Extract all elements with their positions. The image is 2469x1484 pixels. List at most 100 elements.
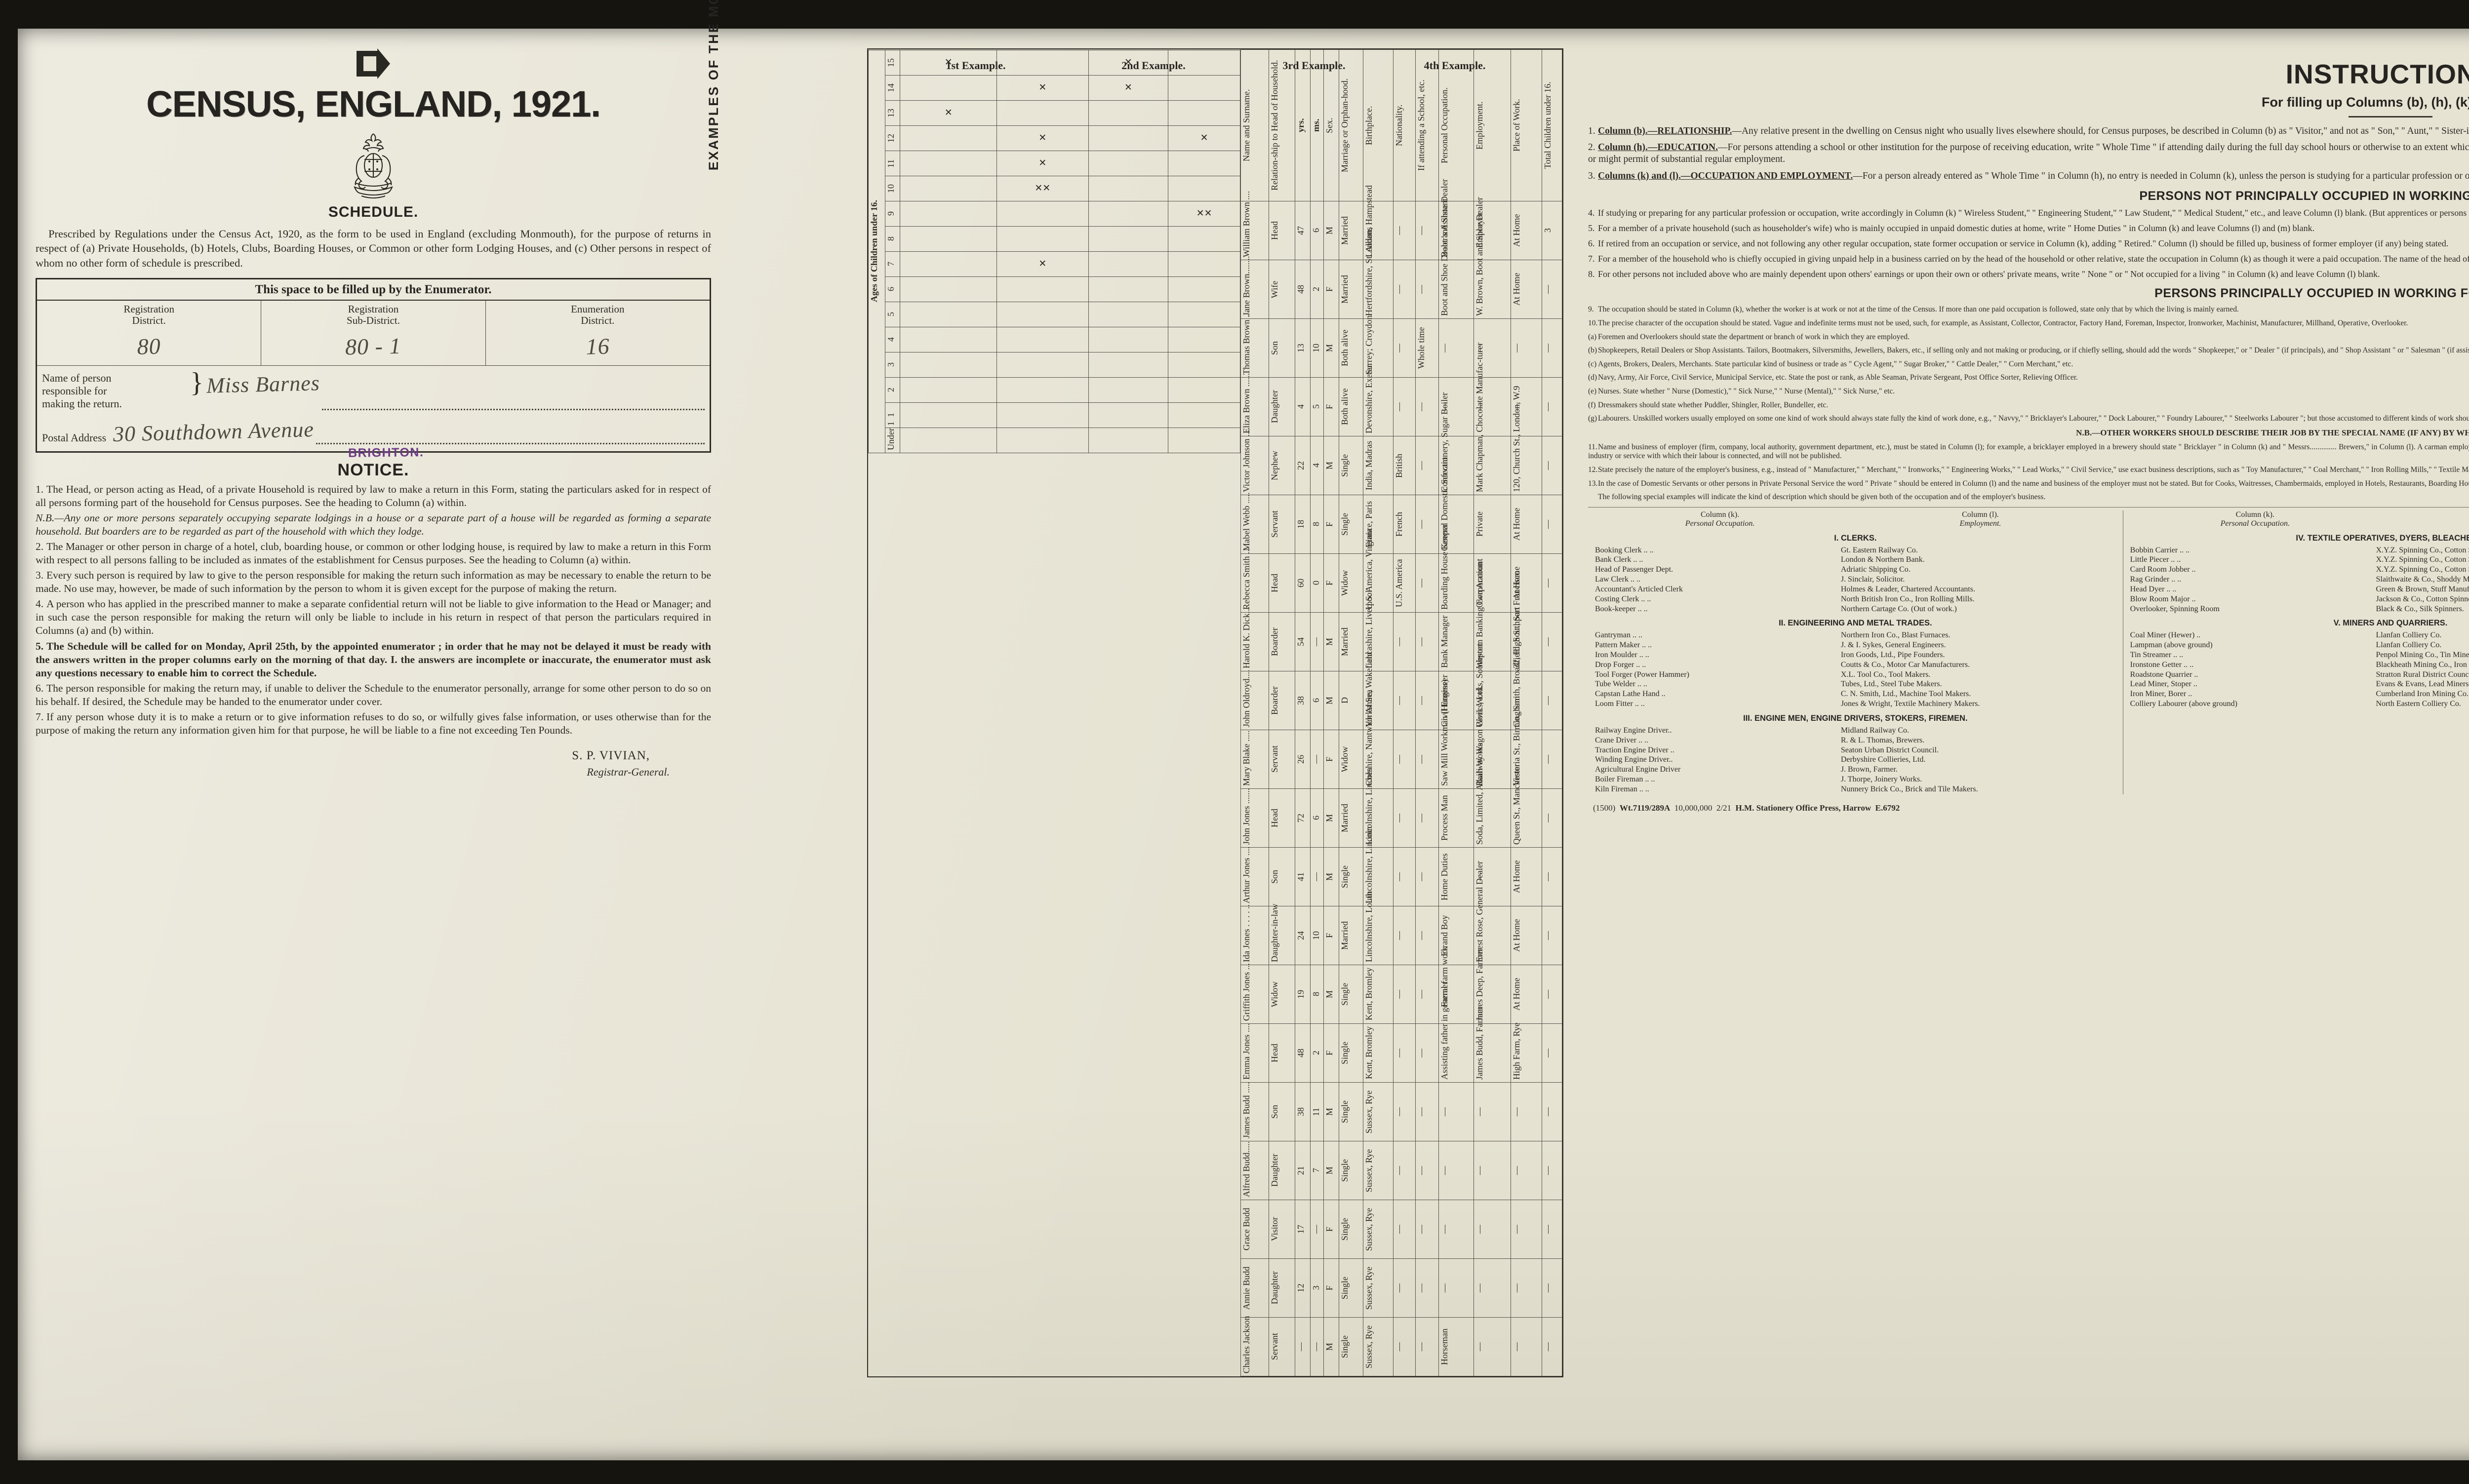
table-cell: Single	[1340, 1335, 1350, 1359]
age-mark-cell[interactable]	[1088, 326, 1169, 352]
age-mark-cell[interactable]	[996, 200, 1089, 227]
age-mark-cell[interactable]: ✕	[1168, 125, 1240, 151]
table-row[interactable]: Victor Johnson .... Nephew 22 4 M Single India…	[868, 343, 1562, 495]
table-row[interactable]: Harold K. Dick... Boarder 54— M Married Lanca…	[868, 562, 1562, 671]
age-mark-cell[interactable]	[1168, 150, 1240, 176]
table-row[interactable]: John Jones ....... Head 72 6 M Married Lincoln…	[868, 743, 1562, 848]
age-mark-cell[interactable]	[900, 402, 997, 428]
age-mark-cell[interactable]	[1088, 125, 1169, 151]
age-mark-cell[interactable]	[1088, 251, 1169, 277]
age-mark-cell[interactable]	[1168, 226, 1240, 252]
age-mark-cell[interactable]	[900, 377, 997, 403]
age-mark-cell[interactable]: ✕	[1088, 49, 1169, 76]
postal-address-label: Postal Address	[42, 431, 107, 444]
age-mark-cell[interactable]	[900, 351, 997, 378]
age-mark-cell[interactable]	[1168, 301, 1240, 327]
table-row[interactable]: Annie Budd Daughter 12 3 F Single Sussex, Rye —…	[868, 1258, 1562, 1318]
table-cell: —	[1512, 1342, 1521, 1351]
age-mark-cell[interactable]	[1088, 377, 1169, 403]
age-mark-cell[interactable]	[996, 276, 1089, 302]
table-row[interactable]: Alfred Budd..... Daughter 21 7 M Single Sussex…	[868, 1141, 1562, 1200]
table-row[interactable]: John Oldroyd.... Boarder 38 6 M D Yorkshire, W…	[868, 607, 1562, 730]
age-mark-cell[interactable]	[1168, 377, 1240, 403]
table-row[interactable]: Arthur Jones .... Son 41— M Single Lincolnshi…	[868, 826, 1562, 906]
occupation-name: Boiler Fireman .. ..	[1595, 775, 1655, 784]
table-row[interactable]: Griffith Jones ... Widow 19 8 M Single Kent, B…	[868, 948, 1562, 1024]
age-mark-cell[interactable]	[900, 326, 997, 352]
table-row[interactable]: Jane Brown........ Wife 48 2 F Married Hertfor…	[868, 197, 1562, 319]
age-mark-cell[interactable]	[1168, 402, 1240, 428]
age-mark-cell[interactable]	[900, 427, 997, 453]
table-row[interactable]: Charles Jackson Servant — — M Single Sussex, R…	[868, 1316, 1562, 1376]
table-cell: Horseman	[1439, 1328, 1449, 1365]
age-mark-cell[interactable]	[996, 427, 1089, 453]
table-row[interactable]: Thomas Brown .... Son 13 10 M Both alive Surre…	[868, 309, 1562, 378]
age-mark-cell[interactable]: ✕✕	[996, 175, 1089, 201]
age-mark-cell[interactable]	[1088, 100, 1169, 126]
instruction-number: 4.	[1588, 207, 1595, 218]
age-mark-cell[interactable]: ✕	[900, 100, 997, 126]
age-mark-cell[interactable]	[1088, 301, 1169, 327]
ages-of-children-grid[interactable]: Ages of Children under 16. 15 ✕ ✕ 14 ✕ ✕ 13 ✕ 12 ✕…	[868, 49, 1240, 453]
age-mark-cell[interactable]	[996, 351, 1089, 378]
age-mark-cell[interactable]	[1168, 251, 1240, 277]
age-mark-cell[interactable]	[996, 402, 1089, 428]
enumeration-district-cell[interactable]: Enumeration District. 16	[486, 301, 710, 365]
table-row[interactable]: Grace Budd Visitor 17— F Single Sussex, Rye — —…	[868, 1200, 1562, 1259]
age-mark-cell[interactable]	[996, 377, 1089, 403]
table-cell: 26	[1296, 755, 1306, 764]
table-row[interactable]: Mary Blake ..... Servant 26— F Widow Cheshire…	[868, 679, 1562, 789]
age-mark-cell[interactable]	[1088, 200, 1169, 227]
age-mark-cell[interactable]	[996, 326, 1089, 352]
table-row[interactable]: Eliza Brown ...... Daughter 4 5 F Both alive D…	[868, 365, 1562, 436]
age-mark-cell[interactable]	[900, 150, 997, 176]
table-cell: —	[1543, 637, 1553, 646]
age-mark-cell[interactable]	[1168, 75, 1240, 101]
age-mark-cell[interactable]	[996, 49, 1089, 76]
age-mark-cell[interactable]	[900, 301, 997, 327]
table-row[interactable]: Ida Jones . . . . .. Daughter-in-law 24 10 F…	[868, 861, 1562, 965]
age-mark-cell[interactable]: ✕	[1088, 75, 1169, 101]
age-mark-cell[interactable]	[1088, 402, 1169, 428]
age-mark-cell[interactable]	[900, 200, 997, 227]
table-row[interactable]: Mabel Webb ..... Servant 18 8 F Single France,…	[868, 457, 1562, 554]
age-mark-cell[interactable]: ✕	[996, 125, 1089, 151]
age-mark-cell[interactable]: ✕	[996, 251, 1089, 277]
age-mark-cell[interactable]	[900, 226, 997, 252]
column-l-header: Column (l).Employment.	[1845, 510, 2115, 529]
examples-table[interactable]: Ages of Children under 16. 15 ✕ ✕ 14 ✕ ✕ 13 ✕ 12 ✕…	[867, 48, 1563, 1377]
age-mark-cell[interactable]	[1168, 175, 1240, 201]
age-mark-cell[interactable]	[1088, 351, 1169, 378]
registration-subdistrict-cell[interactable]: Registration Sub-District. 80 - 1	[261, 300, 486, 365]
age-mark-cell[interactable]	[1088, 226, 1169, 252]
age-mark-cell[interactable]	[1088, 427, 1169, 453]
age-mark-cell[interactable]: ✕	[996, 75, 1089, 101]
age-mark-cell[interactable]	[996, 226, 1089, 252]
age-mark-cell[interactable]	[1088, 175, 1169, 201]
age-mark-cell[interactable]: ✕	[996, 150, 1089, 176]
age-mark-cell[interactable]	[1168, 276, 1240, 302]
occupation-name: Iron Miner, Borer ..	[2130, 690, 2192, 699]
age-mark-cell[interactable]	[1088, 276, 1169, 302]
age-mark-cell[interactable]	[1168, 49, 1240, 76]
table-cell: F	[1324, 1051, 1334, 1056]
age-mark-cell[interactable]	[900, 251, 997, 277]
age-mark-cell[interactable]	[1168, 326, 1240, 352]
table-cell: Annie Budd	[1241, 1266, 1251, 1310]
age-mark-cell[interactable]	[900, 125, 997, 151]
age-mark-cell[interactable]	[1088, 150, 1169, 176]
age-mark-cell[interactable]	[1168, 100, 1240, 126]
age-mark-cell[interactable]	[900, 75, 997, 101]
age-mark-cell[interactable]	[996, 301, 1089, 327]
table-row[interactable]: Rebecca Smith ... Head 60 0 F Widow U.S. Ameri…	[868, 524, 1562, 613]
table-row[interactable]: Emma Jones .... Head 48 2 F Single Kent, Broml…	[868, 947, 1562, 1083]
age-mark-cell[interactable]: ✕	[900, 49, 997, 76]
age-mark-cell[interactable]: ✕✕	[1168, 200, 1240, 227]
registration-district-cell[interactable]: Registration District. 80	[37, 300, 262, 365]
age-mark-cell[interactable]	[1168, 351, 1240, 378]
table-row[interactable]: James Budd ..... Son 38 11 M Single Sussex, Ry…	[868, 1082, 1562, 1141]
age-mark-cell[interactable]	[1168, 427, 1240, 453]
age-mark-cell[interactable]	[900, 175, 997, 201]
age-mark-cell[interactable]	[996, 100, 1089, 126]
age-mark-cell[interactable]	[900, 276, 997, 302]
